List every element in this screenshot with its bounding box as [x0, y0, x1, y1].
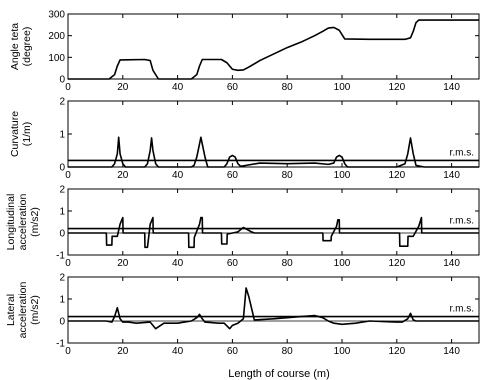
x-tick-label: 80	[282, 82, 294, 93]
x-tick-label: 40	[172, 346, 184, 357]
x-tick-label: 60	[227, 346, 239, 357]
x-tick-label: 20	[117, 82, 129, 93]
x-tick-label: 120	[388, 170, 405, 181]
series-line-1	[68, 19, 479, 80]
y-tick-label: -1	[56, 339, 65, 350]
series-line-1	[68, 287, 479, 330]
plot-frame	[67, 276, 480, 344]
plot-frame	[67, 188, 480, 256]
y-axis-title-line: (degree)	[21, 27, 33, 67]
x-tick-label: 0	[65, 346, 71, 357]
x-tick-label: 100	[334, 258, 351, 269]
x-tick-label: 40	[172, 82, 184, 93]
x-tick-label: 20	[117, 170, 129, 181]
x-axis-title: Length of course (m)	[228, 368, 330, 380]
x-tick-label: 80	[282, 170, 294, 181]
y-tick-label: 1	[59, 207, 65, 218]
series-line-1	[68, 136, 479, 168]
y-axis-title-line: Angle teta	[9, 23, 21, 70]
x-tick-label: 120	[388, 82, 405, 93]
x-tick-label: 100	[334, 346, 351, 357]
x-tick-label: 0	[65, 82, 71, 93]
y-axis-title-line: (1/m)	[21, 122, 33, 147]
x-tick-label: 140	[443, 258, 460, 269]
y-axis-title-line: (m/s2)	[29, 295, 41, 325]
y-tick-label: 200	[48, 31, 65, 42]
y-tick-label: 100	[48, 53, 65, 64]
plot-frame	[67, 13, 480, 80]
x-tick-label: 20	[117, 346, 129, 357]
x-tick-label: 40	[172, 258, 184, 269]
y-tick-label: 2	[59, 273, 65, 284]
x-tick-label: 60	[227, 170, 239, 181]
x-tick-label: 120	[388, 346, 405, 357]
y-tick-label: 0	[59, 317, 65, 328]
rms-label: r.m.s.	[450, 147, 474, 158]
x-tick-label: 120	[388, 258, 405, 269]
y-tick-label: 0	[59, 163, 65, 174]
x-tick-label: 80	[282, 346, 294, 357]
y-tick-label: -1	[56, 251, 65, 262]
y-axis-title-line: (m/s2)	[29, 207, 41, 237]
y-tick-label: 0	[59, 75, 65, 86]
x-tick-label: 140	[443, 170, 460, 181]
x-tick-label: 0	[65, 258, 71, 269]
x-tick-label: 100	[334, 170, 351, 181]
x-tick-label: 100	[334, 82, 351, 93]
x-tick-label: 80	[282, 258, 294, 269]
x-tick-label: 0	[65, 170, 71, 181]
y-tick-label: 300	[48, 10, 65, 21]
y-tick-label: 0	[59, 229, 65, 240]
y-axis-title-line: Curvature	[9, 111, 21, 157]
x-tick-label: 140	[443, 82, 460, 93]
x-tick-label: 60	[227, 82, 239, 93]
x-tick-label: 140	[443, 346, 460, 357]
rms-label: r.m.s.	[450, 304, 474, 315]
y-tick-label: 1	[59, 130, 65, 141]
y-tick-label: 2	[59, 185, 65, 196]
y-axis-title-line: Lateral	[5, 294, 17, 326]
series-line-1	[68, 216, 479, 249]
y-axis-title-line: Longitudinal	[5, 194, 17, 251]
rms-label: r.m.s.	[450, 216, 474, 227]
plot-frame	[67, 100, 480, 168]
y-axis-title-line: acceleration	[17, 194, 29, 251]
y-tick-label: 1	[59, 295, 65, 306]
x-tick-label: 20	[117, 258, 129, 269]
y-axis-title-line: acceleration	[17, 282, 29, 339]
x-tick-label: 40	[172, 170, 184, 181]
x-tick-label: 60	[227, 258, 239, 269]
chart-panel-1: 0 20 40 60 80 100 120 140 0 100 200 300 Angle teta (d…	[9, 10, 480, 93]
y-tick-label: 2	[59, 97, 65, 108]
chart-panel-2: 0 20 40 60 80 100 120 140 0 1 2 Curvature (1/m) r.m.s…	[9, 97, 480, 181]
